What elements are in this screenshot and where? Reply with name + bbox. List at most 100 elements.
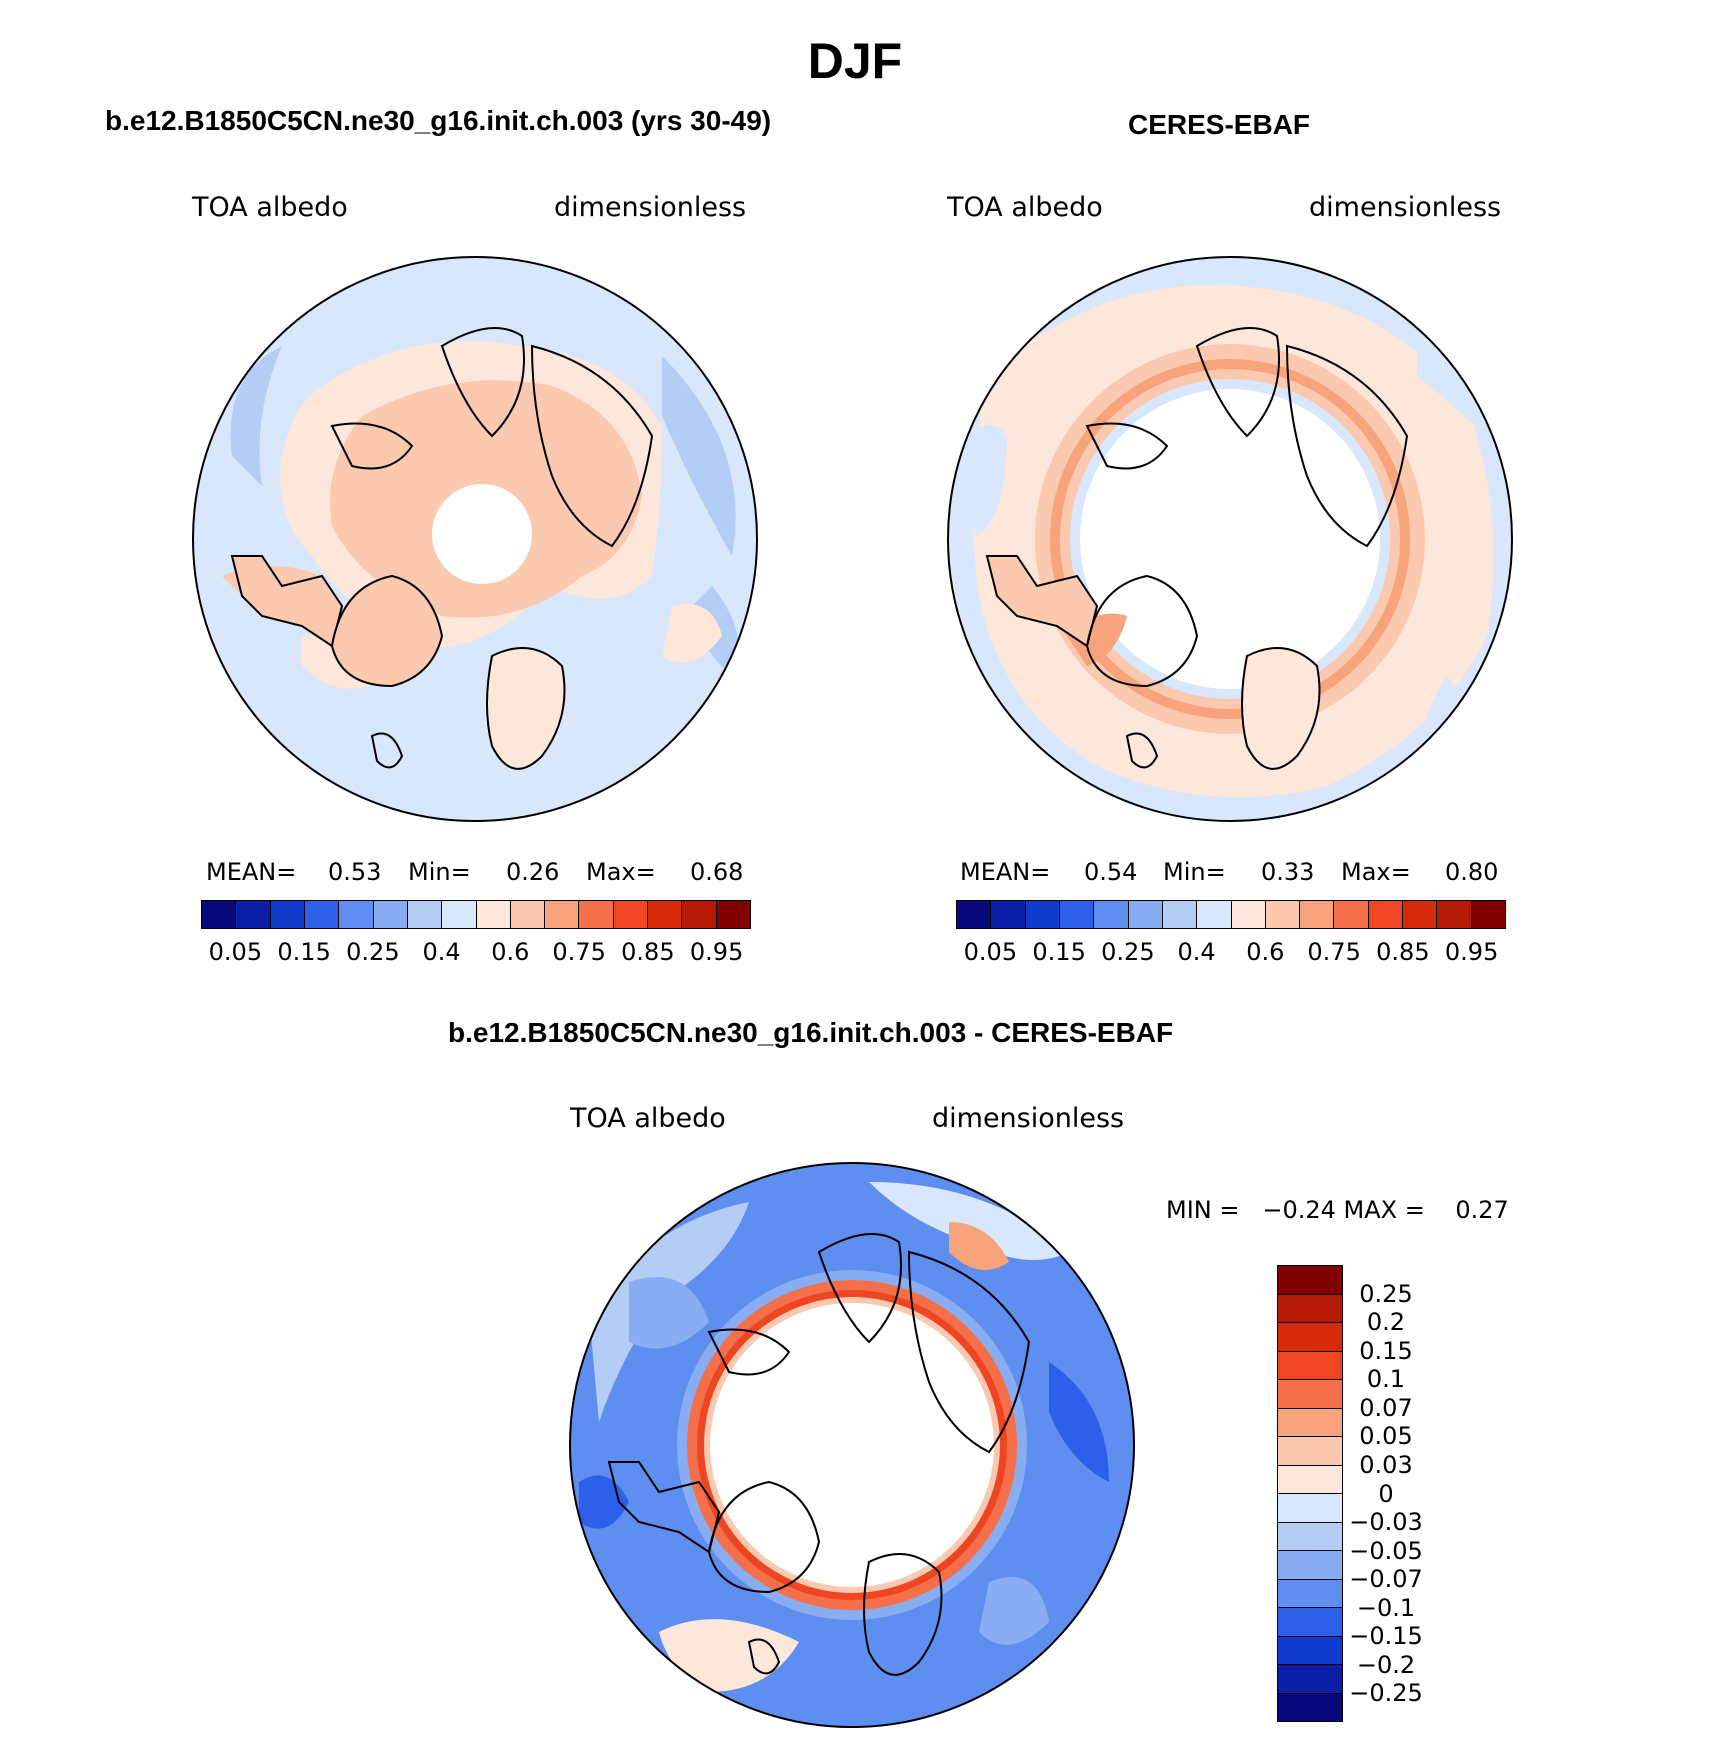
panel-model-colorbar-swatch: [510, 901, 546, 928]
panel-diff-units-label: dimensionless: [932, 1103, 1125, 1134]
panel-model-colorbar-tick-label: 0.75: [552, 938, 606, 966]
panel-model-colorbar: [201, 900, 751, 929]
panel-diff-colorbar-swatch: [1278, 1437, 1342, 1466]
panel-diff-colorbar: [1277, 1265, 1343, 1722]
panel-diff-variable-label: TOA albedo: [570, 1103, 726, 1134]
panel-obs-colorbar-swatch: [1403, 901, 1438, 928]
panel-model-units-label: dimensionless: [554, 192, 747, 223]
panel-diff-colorbar-tick-label: 0.03: [1359, 1450, 1413, 1479]
panel-model-colorbar-tick-label: 0.15: [277, 938, 331, 966]
panel-diff-colorbar-tick-label: −0.07: [1349, 1565, 1423, 1594]
panel-diff-polar-map: [569, 1162, 1135, 1728]
panel-model-colorbar-swatch: [545, 901, 580, 928]
panel-diff-colorbar-tick-label: −0.03: [1349, 1508, 1423, 1537]
panel-model-colorbar-tick-label: 0.25: [346, 938, 400, 966]
panel-diff-colorbar-swatch: [1278, 1608, 1342, 1637]
panel-model-colorbar-swatch: [579, 901, 614, 928]
panel-diff-colorbar-tick-label: 0.1: [1366, 1365, 1406, 1394]
panel-diff-title: b.e12.B1850C5CN.ne30_g16.init.ch.003 - C…: [448, 1017, 1174, 1048]
panel-obs-colorbar-swatch: [1437, 901, 1472, 928]
panel-diff-colorbar-swatch: [1278, 1266, 1342, 1295]
panel-obs-colorbar-swatch: [1300, 901, 1335, 928]
panel-obs-max-value: 0.80: [1445, 858, 1499, 886]
panel-model-colorbar-tick-label: 0.4: [422, 938, 461, 966]
panel-obs-mean-value: 0.54: [1084, 858, 1138, 886]
panel-obs-polar-map: [947, 256, 1513, 822]
panel-obs-colorbar-tick-label: 0.4: [1177, 938, 1216, 966]
panel-obs-colorbar-swatch: [1059, 901, 1095, 928]
panel-obs-colorbar-tick-label: 0.15: [1032, 938, 1086, 966]
panel-diff-colorbar-tick-label: 0.05: [1359, 1422, 1413, 1451]
panel-model-colorbar-tick-label: 0.05: [208, 938, 263, 966]
panel-diff-colorbar-tick-label: 0: [1378, 1479, 1394, 1508]
panel-model-colorbar-swatch: [613, 901, 649, 928]
panel-diff-colorbar-swatch: [1278, 1380, 1342, 1409]
panel-obs-colorbar-swatch: [1094, 901, 1129, 928]
panel-obs-colorbar-swatch: [991, 901, 1026, 928]
panel-obs-colorbar-tick-label: 0.85: [1376, 938, 1430, 966]
figure-title: DJF: [807, 33, 903, 89]
panel-obs-min-value: 0.33: [1261, 858, 1315, 886]
panel-model-colorbar-tick-label: 0.6: [491, 938, 530, 966]
panel-obs-colorbar-swatch: [1368, 901, 1404, 928]
panel-model-colorbar-swatch: [202, 901, 237, 928]
panel-obs-colorbar-swatch: [1334, 901, 1369, 928]
panel-obs-colorbar-swatch: [1471, 901, 1505, 928]
panel-obs-colorbar-tick-label: 0.05: [963, 938, 1018, 966]
panel-model-mean-value: 0.53: [328, 858, 382, 886]
panel-model-max-value: 0.68: [690, 858, 744, 886]
panel-obs-colorbar-swatch: [1231, 901, 1266, 928]
panel-diff-colorbar-tick-label: 0.25: [1359, 1279, 1413, 1308]
panel-obs-max-label: Max=: [1341, 858, 1411, 886]
panel-obs-mean-label: MEAN=: [960, 858, 1051, 886]
panel-obs-colorbar-swatch: [1025, 901, 1060, 928]
panel-model-title: b.e12.B1850C5CN.ne30_g16.init.ch.003 (yr…: [105, 105, 772, 136]
panel-diff-colorbar-tick-label: −0.2: [1356, 1650, 1416, 1679]
panel-diff-colorbar-swatch: [1278, 1351, 1342, 1380]
panel-model-colorbar-ticks: 0.05 0.15 0.25 0.4 0.6 0.75 0.85 0.95: [201, 938, 751, 968]
panel-model-colorbar-tick-label: 0.85: [621, 938, 675, 966]
panel-obs-min-label: Min=: [1163, 858, 1226, 886]
panel-obs-title: CERES-EBAF: [1128, 109, 1311, 140]
panel-diff-colorbar-swatch: [1278, 1579, 1342, 1608]
panel-model-colorbar-tick-label: 0.95: [689, 938, 744, 966]
panel-obs-colorbar-swatch: [957, 901, 992, 928]
panel-diff-minmax-label: MIN = −0.24 MAX = 0.27: [1166, 1196, 1509, 1224]
panel-model-mean-label: MEAN=: [206, 858, 297, 886]
panel-model-variable-label: TOA albedo: [192, 192, 348, 223]
panel-diff-colorbar-swatch: [1278, 1522, 1342, 1551]
panel-obs-units-label: dimensionless: [1309, 192, 1502, 223]
panel-diff-colorbar-swatch: [1278, 1294, 1342, 1323]
panel-obs-colorbar-swatch: [1162, 901, 1198, 928]
panel-model-colorbar-swatch: [716, 901, 750, 928]
panel-diff-colorbar-tick-label: −0.1: [1356, 1593, 1416, 1622]
panel-diff-colorbar-tick-label: 0.07: [1359, 1393, 1413, 1422]
panel-model-colorbar-swatch: [304, 901, 340, 928]
panel-model-colorbar-swatch: [442, 901, 477, 928]
panel-model-colorbar-swatch: [682, 901, 717, 928]
panel-diff-colorbar-swatch: [1278, 1494, 1342, 1523]
panel-model-colorbar-swatch: [648, 901, 683, 928]
panel-diff-colorbar-swatch: [1278, 1636, 1342, 1665]
panel-diff-colorbar-swatch: [1278, 1665, 1342, 1694]
panel-obs-colorbar-tick-label: 0.6: [1246, 938, 1285, 966]
panel-obs-variable-label: TOA albedo: [947, 192, 1103, 223]
panel-model-min-label: Min=: [408, 858, 471, 886]
panel-model-colorbar-swatch: [407, 901, 443, 928]
panel-model-colorbar-swatch: [270, 901, 305, 928]
panel-diff-colorbar-tick-label: −0.15: [1349, 1622, 1423, 1651]
panel-model-colorbar-swatch: [339, 901, 374, 928]
panel-model-polar-map: [192, 256, 758, 822]
panel-diff-colorbar-swatch: [1278, 1408, 1342, 1437]
panel-diff-colorbar-tick-label: −0.05: [1349, 1536, 1423, 1565]
panel-obs-colorbar: [956, 900, 1506, 929]
panel-obs-colorbar-tick-label: 0.95: [1444, 938, 1499, 966]
panel-diff-colorbar-tick-label: 0.15: [1359, 1336, 1413, 1365]
panel-model-colorbar-swatch: [476, 901, 511, 928]
panel-model-colorbar-swatch: [373, 901, 408, 928]
panel-model-max-label: Max=: [586, 858, 656, 886]
panel-diff-colorbar-ticks: 0.25 0.2 0.15 0.1 0.07 0.05 0.03 0 −0.03 −0.05 −0.…: [1346, 1265, 1456, 1722]
panel-diff-colorbar-tick-label: 0.2: [1366, 1308, 1406, 1337]
panel-obs-colorbar-tick-label: 0.25: [1101, 938, 1155, 966]
panel-obs-colorbar-ticks: 0.05 0.15 0.25 0.4 0.6 0.75 0.85 0.95: [956, 938, 1506, 968]
